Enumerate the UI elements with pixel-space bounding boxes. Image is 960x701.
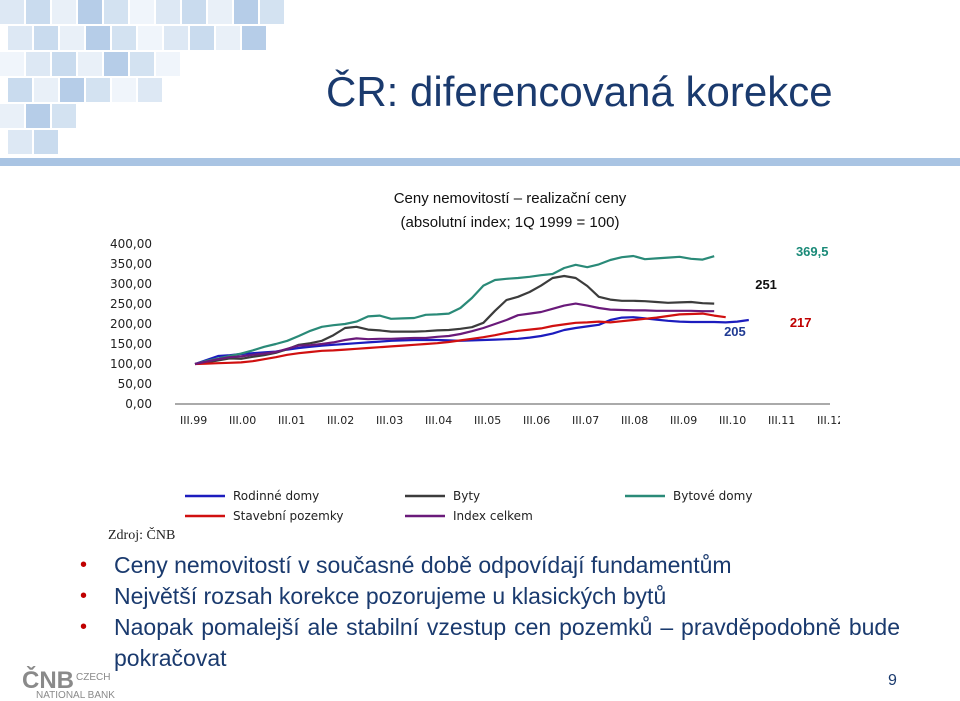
data-label: 205 bbox=[724, 324, 746, 339]
decor-square bbox=[86, 26, 110, 50]
decor-square bbox=[164, 26, 188, 50]
x-tick-label: III.07 bbox=[572, 414, 599, 427]
legend-label: Index celkem bbox=[453, 509, 533, 523]
legend-label: Byty bbox=[453, 489, 480, 503]
cnb-logo: ČNB CZECH NATIONAL BANK bbox=[22, 666, 115, 700]
decor-square bbox=[8, 130, 32, 154]
y-tick-label: 250,00 bbox=[110, 297, 152, 311]
slide-title: ČR: diferencovaná korekce bbox=[326, 68, 833, 115]
decor-square bbox=[216, 26, 240, 50]
decor-square bbox=[190, 26, 214, 50]
bullet-item: • Největší rozsah korekce pozorujeme u kl… bbox=[80, 581, 900, 612]
decor-square bbox=[208, 0, 232, 24]
decor-square bbox=[60, 26, 84, 50]
bullet-dot-icon: • bbox=[80, 585, 88, 607]
x-tick-label: III.06 bbox=[523, 414, 550, 427]
bullet-item: • Ceny nemovitostí v současné době odpoví… bbox=[80, 550, 900, 581]
y-tick-label: 50,00 bbox=[118, 377, 152, 391]
chart-title: Ceny nemovitostí – realizační ceny bbox=[393, 190, 627, 207]
y-tick-label: 400,00 bbox=[110, 237, 152, 251]
legend-label: Rodinné domy bbox=[233, 489, 319, 503]
y-tick-label: 100,00 bbox=[110, 357, 152, 371]
decor-square bbox=[104, 52, 128, 76]
decor-square bbox=[112, 26, 136, 50]
x-tick-label: III.99 bbox=[180, 414, 207, 427]
bullet-dot-icon: • bbox=[80, 616, 88, 638]
chart-subtitle: (absolutní index; 1Q 1999 = 100) bbox=[400, 214, 620, 231]
legend-label: Stavební pozemky bbox=[233, 509, 343, 523]
bullet-dot-icon: • bbox=[80, 554, 88, 576]
legend-label: Bytové domy bbox=[673, 489, 752, 503]
x-tick-label: III.01 bbox=[278, 414, 305, 427]
decor-square bbox=[138, 26, 162, 50]
x-tick-label: III.02 bbox=[327, 414, 354, 427]
decor-square bbox=[242, 26, 266, 50]
x-tick-label: III.09 bbox=[670, 414, 697, 427]
x-tick-label: III.04 bbox=[425, 414, 452, 427]
decor-square bbox=[156, 0, 180, 24]
decor-square bbox=[78, 52, 102, 76]
bullet-item: • Naopak pomalejší ale stabilní vzestup c… bbox=[80, 614, 900, 671]
x-tick-label: III.03 bbox=[376, 414, 403, 427]
series-line bbox=[194, 312, 726, 366]
decor-square bbox=[34, 26, 58, 50]
decor-square bbox=[34, 78, 58, 102]
decor-square bbox=[104, 0, 128, 24]
decor-square bbox=[234, 0, 258, 24]
decor-square bbox=[0, 0, 24, 24]
x-tick-label: III.12 bbox=[817, 414, 840, 427]
decor-square bbox=[130, 0, 154, 24]
x-tick-label: III.05 bbox=[474, 414, 501, 427]
data-label: 369,5 bbox=[796, 244, 829, 259]
decor-square bbox=[0, 52, 24, 76]
bullet-list: • Ceny nemovitostí v současné době odpoví… bbox=[80, 550, 900, 674]
logo-text-line2: NATIONAL BANK bbox=[36, 690, 115, 700]
decor-square bbox=[86, 78, 110, 102]
logo-text-line1: CZECH bbox=[76, 672, 110, 683]
series-line bbox=[194, 254, 715, 366]
decor-square bbox=[52, 52, 76, 76]
x-tick-label: III.08 bbox=[621, 414, 648, 427]
price-index-chart: 0,00 50,00 100,00 150,00 200,00 250,00 300,00 3… bbox=[110, 237, 840, 523]
y-tick-label: 350,00 bbox=[110, 257, 152, 271]
decor-square bbox=[34, 130, 58, 154]
decor-square bbox=[26, 52, 50, 76]
x-tick-label: III.00 bbox=[229, 414, 256, 427]
decor-square bbox=[112, 78, 136, 102]
header-decoration bbox=[0, 0, 960, 166]
decor-square bbox=[8, 78, 32, 102]
data-label: 251 bbox=[755, 277, 777, 292]
logo-mark: ČNB bbox=[22, 666, 74, 694]
x-tick-label: III.10 bbox=[719, 414, 746, 427]
decor-square bbox=[130, 52, 154, 76]
decor-square bbox=[0, 104, 24, 128]
decor-square bbox=[78, 0, 102, 24]
y-tick-label: 300,00 bbox=[110, 277, 152, 291]
decor-square bbox=[182, 0, 206, 24]
decor-square bbox=[60, 78, 84, 102]
page-number: 9 bbox=[888, 672, 897, 689]
decor-square bbox=[26, 104, 50, 128]
y-tick-label: 200,00 bbox=[110, 317, 152, 331]
decor-square bbox=[156, 52, 180, 76]
x-tick-label: III.11 bbox=[768, 414, 795, 427]
decor-square bbox=[8, 26, 32, 50]
decor-square bbox=[52, 0, 76, 24]
decor-square bbox=[52, 104, 76, 128]
decor-square bbox=[260, 0, 284, 24]
y-tick-label: 0,00 bbox=[125, 397, 152, 411]
decor-square bbox=[26, 0, 50, 24]
header-band bbox=[0, 158, 960, 166]
series-line bbox=[194, 302, 715, 366]
y-tick-label: 150,00 bbox=[110, 337, 152, 351]
source-note: Zdroj: ČNB bbox=[108, 528, 176, 543]
decor-square bbox=[138, 78, 162, 102]
data-label: 217 bbox=[790, 315, 812, 330]
